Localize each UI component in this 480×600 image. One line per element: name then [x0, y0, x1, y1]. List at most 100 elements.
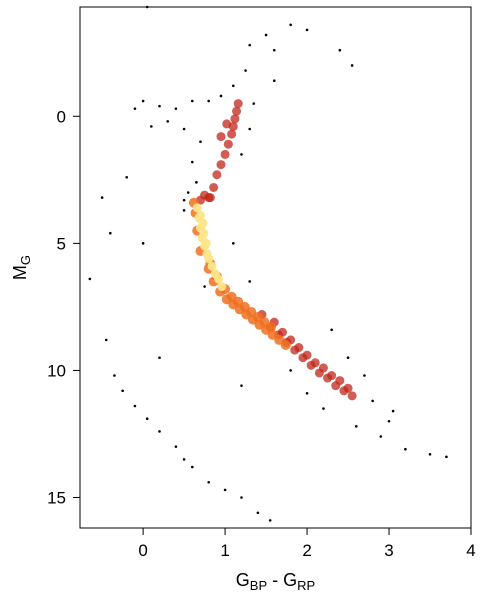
x-axis-label: GBP - GRP — [236, 570, 315, 593]
point — [268, 519, 272, 522]
point — [223, 139, 233, 149]
point — [305, 392, 309, 395]
point — [230, 114, 240, 124]
point — [310, 358, 320, 368]
point — [338, 48, 342, 52]
point — [216, 132, 226, 142]
y-axis-label-text: M — [10, 265, 30, 280]
point — [318, 363, 328, 373]
point — [203, 285, 206, 288]
point — [256, 511, 260, 515]
x-tick-label: 4 — [466, 541, 475, 560]
point — [109, 231, 112, 235]
point — [121, 389, 124, 393]
point — [174, 107, 178, 110]
point — [404, 447, 407, 451]
point — [248, 127, 251, 131]
point — [240, 384, 243, 387]
point — [248, 43, 251, 47]
point — [371, 399, 374, 403]
point — [201, 238, 211, 248]
x-tick-label: 1 — [220, 541, 229, 560]
y-tick-label: 10 — [47, 361, 66, 380]
point — [248, 280, 251, 283]
y-tick-label: 15 — [47, 489, 66, 508]
point — [104, 338, 108, 342]
point — [445, 455, 448, 459]
point — [158, 430, 161, 433]
point — [88, 277, 92, 281]
point — [182, 209, 186, 212]
point — [264, 33, 268, 37]
point — [233, 99, 243, 109]
point — [141, 242, 145, 245]
point — [347, 391, 357, 401]
point — [133, 107, 137, 110]
point — [195, 210, 205, 220]
point — [145, 5, 149, 9]
point — [294, 343, 304, 353]
point — [322, 407, 325, 410]
point — [207, 99, 210, 103]
point — [289, 23, 292, 27]
point — [231, 242, 235, 245]
point — [428, 452, 432, 456]
point — [343, 383, 353, 393]
point — [231, 84, 235, 88]
point — [133, 404, 137, 408]
point — [182, 127, 186, 131]
point — [391, 409, 395, 413]
point — [204, 254, 214, 264]
point — [214, 274, 224, 284]
point — [240, 153, 243, 156]
point — [158, 356, 161, 360]
point — [272, 48, 276, 52]
point — [305, 28, 309, 32]
point — [265, 322, 276, 333]
plot-frame — [79, 6, 472, 529]
point — [244, 69, 247, 72]
point — [379, 435, 383, 438]
point — [182, 198, 186, 202]
x-axis-label-text: - G — [267, 570, 297, 590]
point — [227, 129, 237, 139]
y-tick-label: 0 — [57, 107, 66, 126]
point — [223, 488, 227, 492]
y-axis-label-sub: G — [18, 255, 33, 265]
x-tick-label: 3 — [384, 541, 393, 560]
point — [204, 193, 214, 203]
point — [192, 203, 202, 213]
point — [330, 328, 333, 332]
point — [190, 99, 194, 103]
point — [190, 465, 194, 469]
x-tick-label: 2 — [302, 541, 311, 560]
points — [88, 5, 448, 522]
x-tick-label: 0 — [138, 541, 147, 560]
point — [277, 327, 287, 337]
y-tick-label: 5 — [57, 234, 66, 253]
point — [354, 425, 358, 428]
point — [158, 104, 161, 108]
point — [198, 218, 208, 228]
point — [145, 417, 149, 421]
point — [212, 170, 222, 180]
point — [252, 102, 256, 105]
point — [207, 261, 217, 271]
x-axis-label-text: G — [236, 570, 250, 590]
point — [280, 340, 291, 351]
point — [174, 445, 178, 448]
point — [327, 371, 337, 381]
point — [150, 125, 153, 128]
point — [240, 496, 243, 499]
point — [217, 282, 227, 292]
point — [216, 160, 226, 170]
point — [222, 119, 232, 129]
x-axis-label-sub: RP — [297, 578, 315, 593]
point — [220, 149, 230, 159]
point — [199, 228, 209, 238]
point — [209, 182, 219, 192]
point — [100, 196, 104, 199]
point — [289, 369, 292, 372]
